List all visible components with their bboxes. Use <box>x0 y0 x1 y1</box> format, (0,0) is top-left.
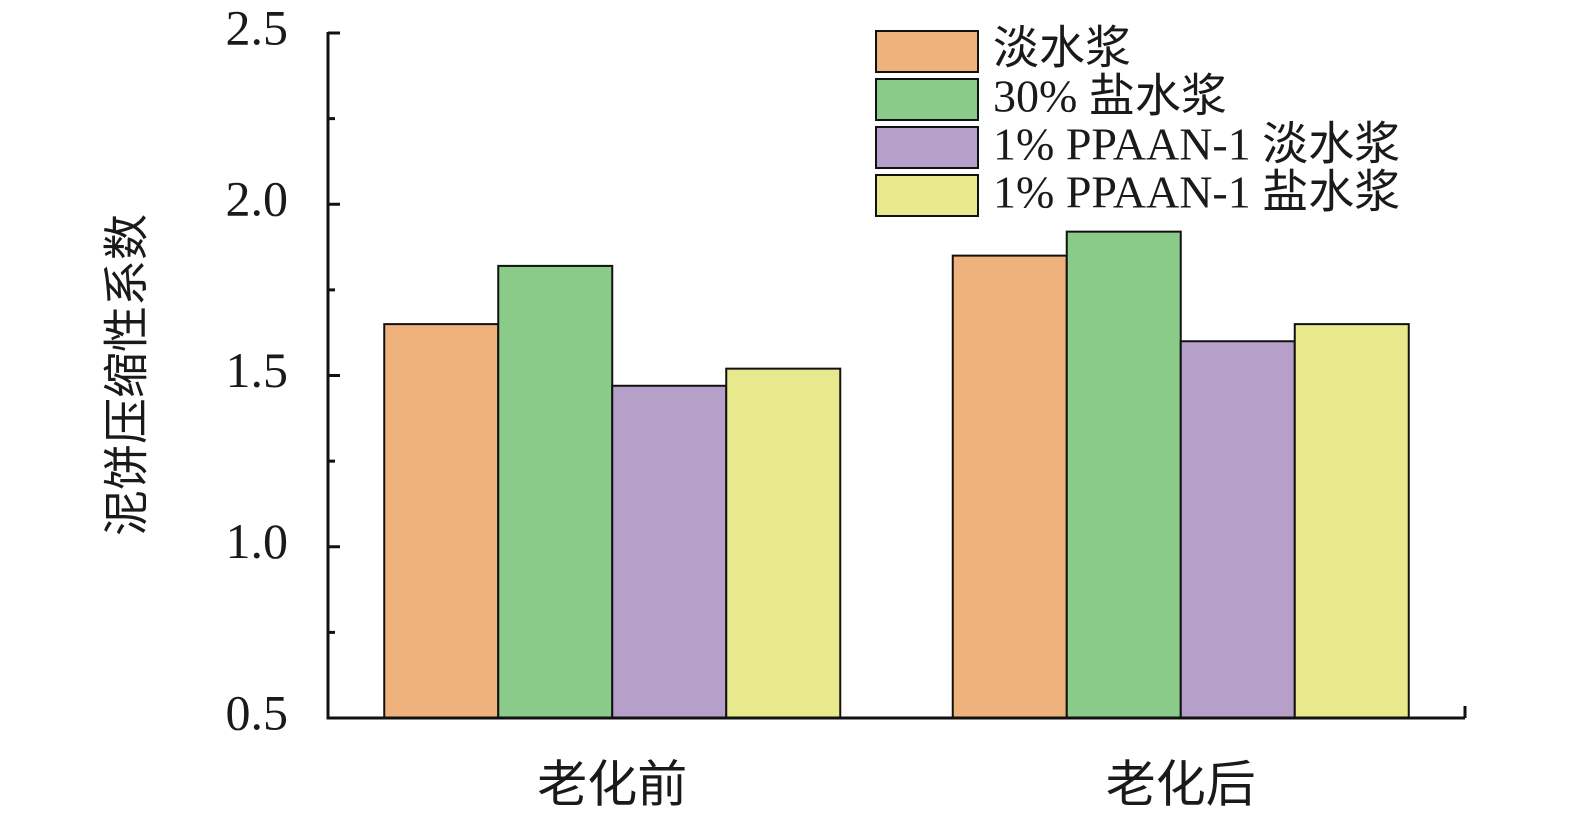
legend-label: 30% 盐水浆 <box>993 71 1227 122</box>
legend-swatch <box>875 78 979 121</box>
legend-swatch <box>875 126 979 169</box>
legend-label: 1% PPAAN-1 淡水浆 <box>993 119 1400 170</box>
bar <box>611 384 728 719</box>
legend-label: 1% PPAAN-1 盐水浆 <box>993 167 1400 218</box>
x-tick-label: 老化前 <box>537 756 687 812</box>
legend-swatch <box>875 174 979 217</box>
y-tick-label: 1.0 <box>226 513 289 569</box>
bar <box>951 254 1068 719</box>
bar <box>725 367 842 719</box>
bar <box>1065 230 1182 719</box>
legend-label: 淡水浆 <box>993 23 1131 74</box>
legend-swatch <box>875 30 979 73</box>
bar <box>1293 323 1410 719</box>
y-tick-label: 1.5 <box>226 342 289 398</box>
bar <box>497 264 614 719</box>
bar <box>383 323 500 719</box>
y-tick-label: 2.0 <box>226 171 289 227</box>
y-tick-label: 2.5 <box>226 0 289 55</box>
bar <box>1179 340 1296 719</box>
y-axis-label: 泥饼压缩性系数 <box>102 214 153 536</box>
y-tick-label: 0.5 <box>226 684 289 740</box>
x-tick-label: 老化后 <box>1106 756 1256 812</box>
